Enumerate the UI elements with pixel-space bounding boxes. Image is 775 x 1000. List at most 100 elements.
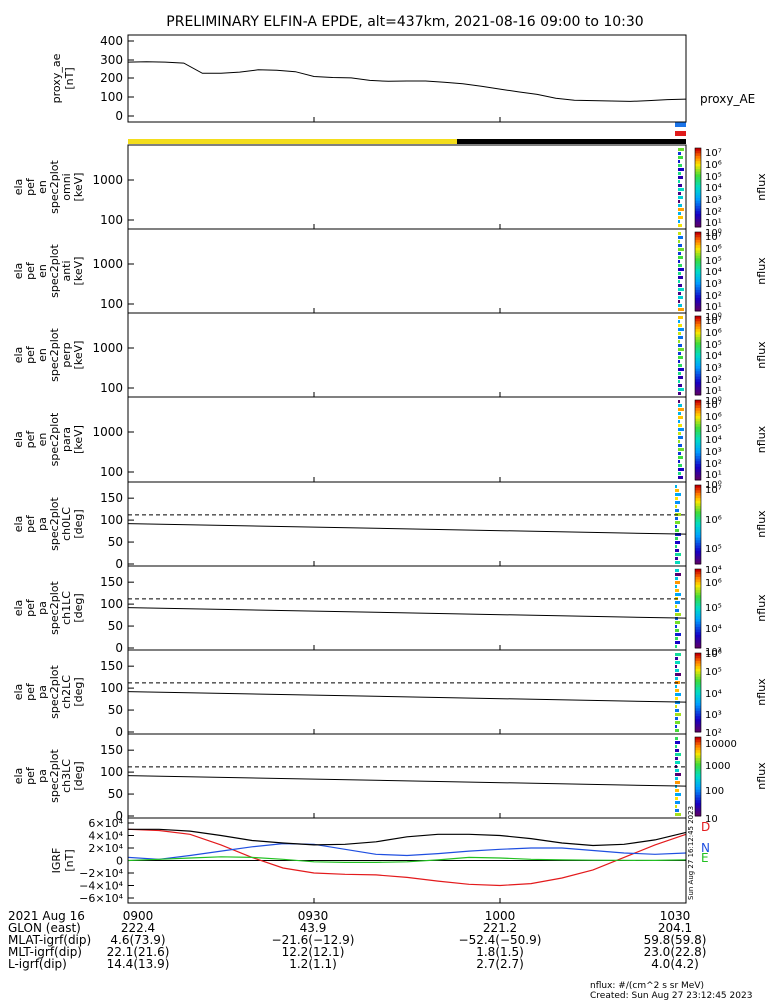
colorbar-segment (695, 318, 701, 322)
colorbar-segment (695, 440, 701, 444)
spectrogram-pixel (675, 701, 680, 704)
colorbar-segment (695, 474, 701, 478)
spectrogram-pixel (675, 669, 679, 672)
colorbar-segment (695, 521, 701, 525)
colorbar-segment (695, 687, 701, 691)
colorbar-segment (695, 384, 701, 388)
panel-frame (127, 34, 687, 123)
spectrogram-pixel (678, 444, 682, 447)
colorbar-segment (695, 718, 701, 722)
colorbar-label: 10⁶ (705, 328, 722, 339)
spectrogram-pixel (678, 220, 680, 223)
colorbar-segment (695, 632, 701, 636)
spectrogram-pixel (678, 216, 683, 219)
spectrogram-pixel (675, 585, 677, 588)
colorbar-segment (695, 331, 701, 335)
colorbar-segment (695, 666, 701, 670)
panel-ylabel: spec2plot (48, 497, 61, 551)
colorbar-segment (695, 150, 701, 154)
axis-row-value: 22.1(21.6) (107, 945, 170, 959)
spectrogram-pixel (675, 769, 679, 772)
colorbar-segment (695, 603, 701, 607)
colorbar-segment (695, 611, 701, 615)
colorbar-segment (695, 271, 701, 275)
colorbar-segment (695, 195, 701, 199)
spectrogram-pixel (678, 200, 680, 203)
colorbar-segment (695, 376, 701, 380)
panel-ylabel: spec2plot (48, 328, 61, 382)
colorbar-segment (695, 561, 701, 565)
position-marker-red (675, 131, 686, 136)
spectrogram-pixel (675, 489, 679, 492)
panel-ylabel: ela (12, 179, 25, 196)
colorbar-segment (695, 582, 701, 586)
colorbar-segment (695, 163, 701, 167)
colorbar-label: 10² (705, 207, 722, 218)
colorbar-segment (695, 371, 701, 375)
colorbar-unit: nflux (755, 594, 768, 622)
spectrogram-pixel (678, 260, 680, 263)
colorbar-segment (695, 744, 701, 749)
ytick-label: 100 (100, 597, 123, 611)
colorbar-label: 10⁶ (705, 160, 722, 171)
colorbar-segment (695, 213, 701, 217)
colorbar-label: 10⁰ (705, 480, 722, 491)
colorbar-segment (695, 255, 701, 259)
panel-ylabel: [nT] (63, 849, 76, 871)
spectrogram-pixel (675, 777, 678, 780)
spectrogram-pixel (678, 472, 681, 475)
colorbar-segment (695, 742, 701, 746)
colorbar-segment (695, 608, 701, 612)
colorbar-segment (695, 464, 701, 468)
spectrogram-pixel (675, 573, 681, 576)
colorbar-segment (695, 760, 701, 764)
sunlight-bar (128, 139, 457, 144)
colorbar-segment (695, 466, 701, 470)
ytick-label: 1000 (92, 341, 123, 355)
spectrogram-pixel (678, 256, 683, 259)
spectrogram-pixel (678, 404, 682, 407)
spectrogram-pixel (675, 497, 678, 500)
colorbar-segment (695, 303, 701, 307)
panel-frame (127, 817, 687, 904)
colorbar-segment (695, 237, 701, 241)
spectrogram-pixel (678, 460, 680, 463)
colorbar-label: 10⁵ (705, 172, 722, 183)
colorbar-segment (695, 174, 701, 178)
colorbar-segment (695, 684, 701, 688)
colorbar-segment (695, 671, 701, 675)
colorbar-segment (695, 358, 701, 362)
colorbar-segment (695, 529, 701, 533)
colorbar-segment (695, 211, 701, 215)
spectrogram-pixel (675, 485, 677, 488)
colorbar-segment (695, 413, 701, 417)
colorbar-segment (695, 153, 701, 157)
colorbar-segment (695, 334, 701, 338)
spectrogram-pixel (675, 617, 678, 620)
colorbar-label: 10⁷ (705, 485, 722, 496)
colorbar-segment (695, 421, 701, 425)
spectrogram-pixel (678, 176, 683, 179)
colorbar-label: 10³ (705, 279, 722, 290)
ytick-label: 100 (100, 513, 123, 527)
colorbar-segment (695, 169, 701, 173)
spectrogram-pixel (675, 773, 681, 776)
colorbar-segment (695, 300, 701, 304)
colorbar-label: 10¹ (705, 470, 722, 481)
colorbar-segment (695, 645, 701, 649)
spectrogram-pixel (675, 693, 681, 696)
colorbar-segment (695, 513, 701, 518)
colorbar-segment (695, 282, 701, 286)
colorbar-segment (695, 450, 701, 454)
colorbar-segment (695, 258, 701, 262)
colorbar-segment (695, 752, 701, 756)
colorbar-segment (695, 339, 701, 343)
colorbar-segment (695, 765, 701, 770)
colorbar-label: 10² (705, 459, 722, 470)
colorbar-segment (695, 155, 701, 160)
panel-igrf: IGRF [nT]6×10⁴4×10⁴2×10⁴0−2×10⁴−4×10⁴−6×1… (50, 806, 710, 905)
panel-ylabel: en (36, 180, 49, 194)
axis-row-value: 1030 (660, 909, 691, 923)
colorbar-segment (695, 574, 701, 578)
panel-perp: ela pef en spec2plot perp [keV] 100010010⁷10⁶1… (12, 312, 768, 407)
